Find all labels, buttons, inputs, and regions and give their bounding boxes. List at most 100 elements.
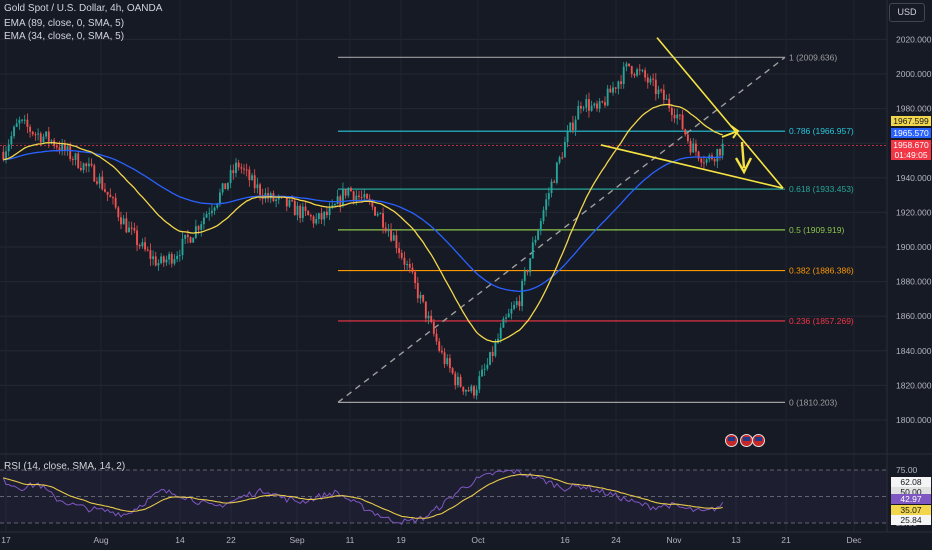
candle-body xyxy=(515,301,518,305)
x-tick-label: Dec xyxy=(846,535,862,545)
fib-level-label: 0.382 (1886.386) xyxy=(789,266,854,276)
candle-body xyxy=(681,114,684,130)
y-tick-label: 1880.000 xyxy=(896,277,932,287)
candle-body xyxy=(499,327,502,339)
us-flag-icon[interactable] xyxy=(752,434,765,447)
candle-body xyxy=(21,119,23,121)
candle-body xyxy=(245,169,248,171)
ema89-legend[interactable]: EMA (89, close, 0, SMA, 5) xyxy=(4,18,125,29)
x-tick-label: 11 xyxy=(346,535,355,545)
candle-body xyxy=(90,163,93,166)
candle-body xyxy=(703,162,705,164)
us-flag-icon[interactable] xyxy=(740,434,753,447)
candle-body xyxy=(558,157,561,163)
candle-body xyxy=(467,389,470,392)
candle-body xyxy=(146,249,149,251)
fib-level-label: 1 (2009.636) xyxy=(789,52,837,62)
candle-body xyxy=(168,254,171,260)
candle-body xyxy=(633,73,636,76)
candle-body xyxy=(539,221,542,231)
candle-body xyxy=(42,136,45,143)
currency-button[interactable]: USD xyxy=(889,3,925,22)
candle-body xyxy=(550,181,553,194)
candle-body xyxy=(483,368,486,370)
candle-body xyxy=(213,207,216,211)
candle-body xyxy=(74,153,77,160)
candles xyxy=(2,61,724,400)
candle-body xyxy=(489,352,491,365)
candle-body xyxy=(15,123,18,127)
candle-body xyxy=(296,205,299,216)
candle-body xyxy=(317,213,320,219)
candle-body xyxy=(232,170,235,174)
candle-body xyxy=(456,376,459,386)
x-tick-label: Aug xyxy=(93,535,108,545)
candle-body xyxy=(178,255,181,257)
candle-body xyxy=(253,175,256,189)
candle-body xyxy=(221,183,224,193)
candle-body xyxy=(344,189,347,196)
candle-body xyxy=(574,119,577,131)
candle-body xyxy=(620,81,622,85)
candle-body xyxy=(251,175,253,181)
candle-body xyxy=(518,301,521,307)
candle-body xyxy=(77,153,80,168)
candle-body xyxy=(358,195,360,198)
candle-body xyxy=(366,194,368,199)
candle-body xyxy=(128,227,130,233)
candle-body xyxy=(513,304,516,309)
candle-body xyxy=(684,129,687,135)
candle-body xyxy=(192,237,195,243)
candle-body xyxy=(719,148,721,156)
candle-body xyxy=(29,126,32,132)
wedge-upper-line xyxy=(656,37,784,189)
ema34-legend[interactable]: EMA (34, close, 0, SMA, 5) xyxy=(4,31,125,42)
candle-body xyxy=(176,255,179,260)
candle-body xyxy=(133,228,136,231)
candle-body xyxy=(697,151,700,159)
candle-body xyxy=(534,239,537,243)
candle-body xyxy=(82,163,85,171)
candle-body xyxy=(577,106,580,120)
candle-body xyxy=(475,389,478,396)
candle-body xyxy=(85,163,88,167)
rsi-legend[interactable]: RSI (14, close, SMA, 14, 2) xyxy=(4,461,126,472)
candle-body xyxy=(459,376,462,387)
candle-body xyxy=(654,79,657,95)
candle-body xyxy=(125,218,128,233)
candle-body xyxy=(197,226,200,230)
candle-body xyxy=(384,227,387,232)
arrow-down-icon xyxy=(734,141,753,175)
symbol-title: Gold Spot / U.S. Dollar, 4h, OANDA xyxy=(4,3,163,14)
rsi-value-tag: 42.97 xyxy=(891,494,931,504)
candle-body xyxy=(678,114,681,116)
candle-body xyxy=(141,242,144,247)
candle-body xyxy=(692,143,695,153)
fibonacci-retracement: 1 (2009.636) 0.786 (1966.957) 0.618 (1933.… xyxy=(0,52,887,407)
candle-body xyxy=(2,151,5,160)
candle-body xyxy=(219,192,221,204)
candle-body xyxy=(390,230,393,241)
candle-body xyxy=(189,237,192,243)
candle-body xyxy=(165,259,168,263)
candle-body xyxy=(130,227,133,229)
x-tick-label: 17 xyxy=(1,535,11,545)
candle-body xyxy=(342,189,344,206)
candle-body xyxy=(248,169,251,181)
candle-body xyxy=(50,140,53,142)
candle-body xyxy=(526,271,529,273)
candle-body xyxy=(157,263,160,266)
candle-body xyxy=(686,134,689,141)
candle-body xyxy=(547,193,550,200)
candle-body xyxy=(243,168,245,170)
ema89-price-tag: 1965.570 xyxy=(891,128,931,138)
candle-body xyxy=(630,66,633,74)
x-tick-label: Oct xyxy=(471,535,485,545)
us-flag-icon[interactable] xyxy=(725,434,738,447)
candle-body xyxy=(505,317,507,319)
candle-body xyxy=(45,131,48,137)
candle-body xyxy=(424,301,427,319)
candle-body xyxy=(256,184,259,189)
